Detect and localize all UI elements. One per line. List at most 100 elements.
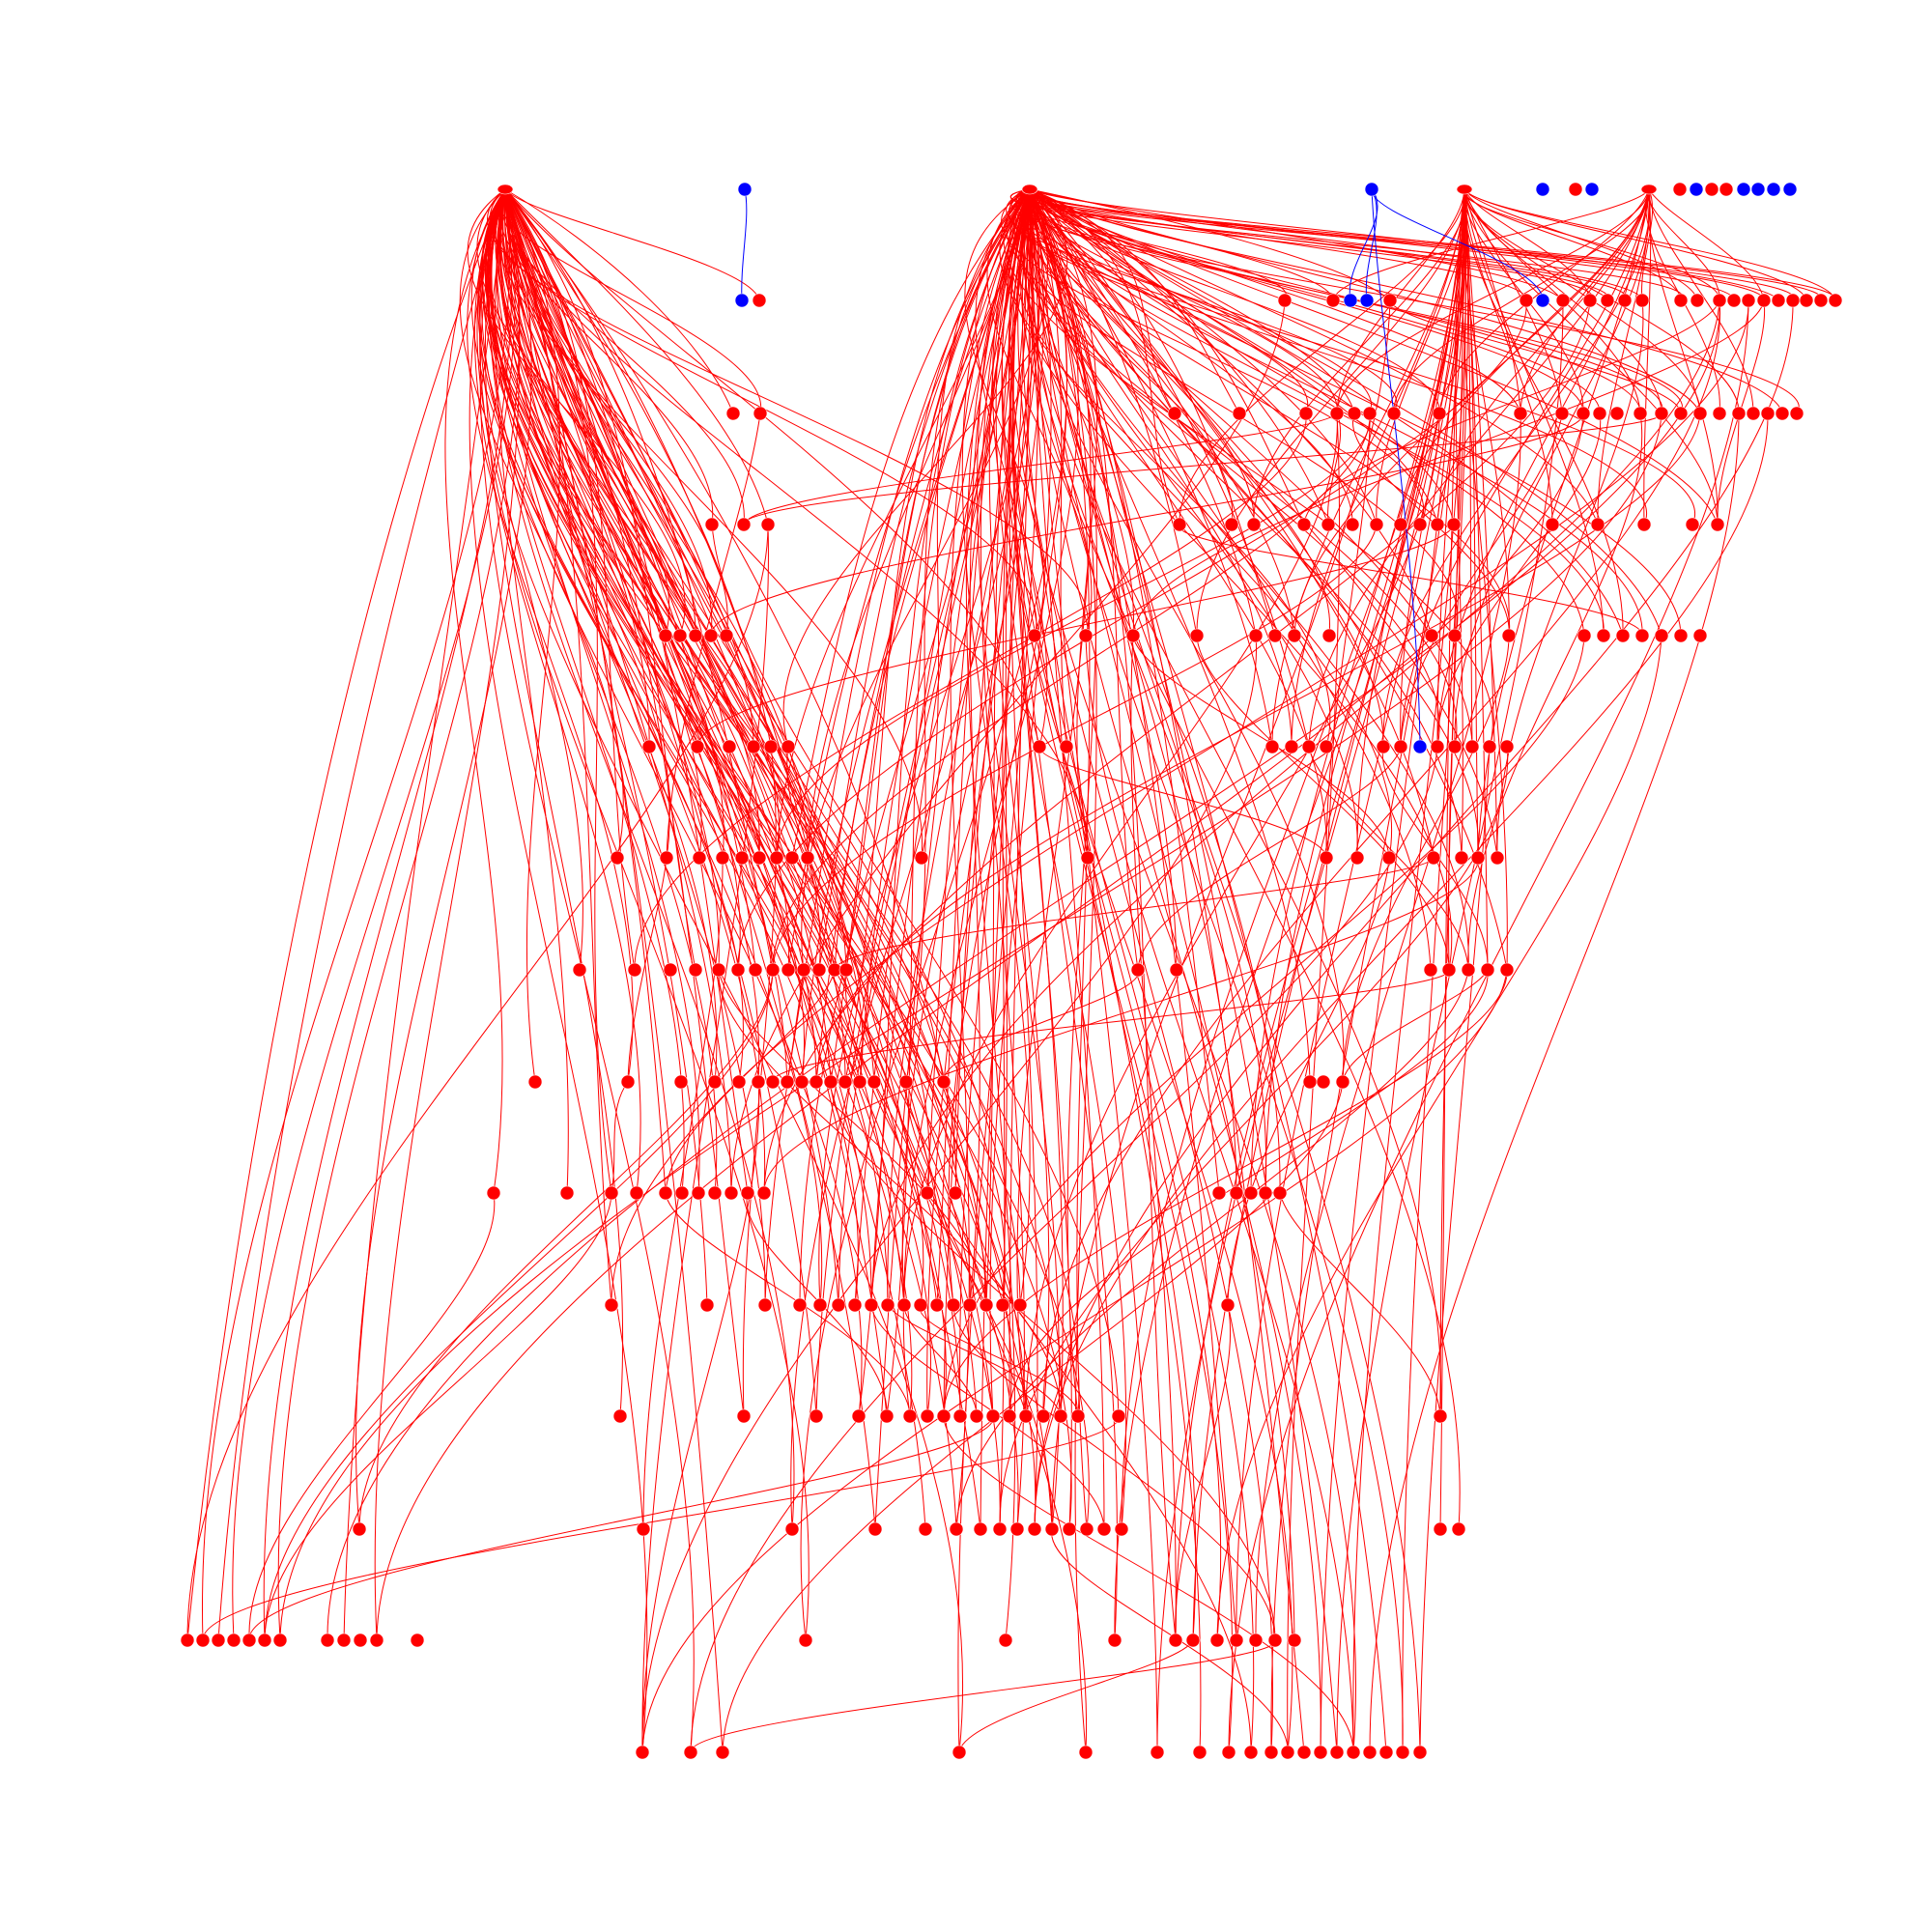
graph-node-red[interactable]: [1482, 739, 1497, 754]
graph-node-blue[interactable]: [1766, 182, 1781, 197]
graph-node-red[interactable]: [1813, 293, 1829, 308]
graph-node-red[interactable]: [1070, 1408, 1086, 1424]
graph-node-red[interactable]: [1329, 406, 1345, 421]
graph-node-red[interactable]: [1501, 628, 1517, 643]
graph-node-red[interactable]: [1319, 850, 1334, 866]
graph-node-red[interactable]: [1248, 628, 1264, 643]
graph-node-red[interactable]: [946, 1297, 961, 1313]
graph-node-red[interactable]: [1185, 1633, 1201, 1648]
graph-node-red[interactable]: [867, 1521, 883, 1537]
graph-node-red[interactable]: [929, 1297, 945, 1313]
graph-node-red[interactable]: [690, 739, 705, 754]
graph-node-red[interactable]: [1799, 293, 1814, 308]
graph-node-red[interactable]: [683, 1745, 698, 1760]
graph-node-red[interactable]: [757, 1297, 773, 1313]
graph-node-red[interactable]: [1224, 517, 1239, 532]
graph-node-red[interactable]: [796, 962, 811, 978]
graph-node-red[interactable]: [1243, 1745, 1259, 1760]
graph-node-red[interactable]: [226, 1633, 242, 1648]
graph-node-red[interactable]: [1018, 1408, 1034, 1424]
graph-node-red[interactable]: [1412, 1745, 1428, 1760]
graph-node-red[interactable]: [1209, 1633, 1225, 1648]
graph-node-red[interactable]: [936, 1408, 952, 1424]
graph-node-red[interactable]: [847, 1297, 863, 1313]
graph-node-blue[interactable]: [1535, 182, 1550, 197]
graph-node-red[interactable]: [740, 1185, 755, 1201]
graph-node-red[interactable]: [1264, 1745, 1279, 1760]
graph-node-red[interactable]: [612, 1408, 628, 1424]
graph-node-red[interactable]: [1555, 293, 1571, 308]
graph-node-red[interactable]: [659, 850, 674, 866]
graph-node-red[interactable]: [688, 628, 703, 643]
graph-node-red[interactable]: [1654, 406, 1669, 421]
graph-node-blue[interactable]: [1535, 293, 1550, 308]
graph-node-red[interactable]: [673, 1074, 689, 1090]
graph-node-red[interactable]: [1712, 406, 1727, 421]
graph-node-blue[interactable]: [1689, 182, 1704, 197]
graph-node-red[interactable]: [1125, 628, 1141, 643]
graph-node-red[interactable]: [864, 1297, 879, 1313]
graph-node-red[interactable]: [952, 1745, 967, 1760]
graph-node-red[interactable]: [658, 628, 673, 643]
graph-node-red[interactable]: [604, 1185, 619, 1201]
graph-node-red[interactable]: [699, 1297, 715, 1313]
graph-node-red[interactable]: [1192, 1745, 1208, 1760]
graph-node-red[interactable]: [736, 1408, 752, 1424]
graph-node-red[interactable]: [1470, 850, 1486, 866]
graph-node-red[interactable]: [1229, 1185, 1244, 1201]
graph-node-red[interactable]: [1301, 739, 1317, 754]
graph-node-red[interactable]: [635, 1745, 650, 1760]
graph-node-blue[interactable]: [1750, 182, 1766, 197]
graph-node-red[interactable]: [1002, 1408, 1017, 1424]
graph-node-red[interactable]: [1789, 406, 1804, 421]
graph-node-red[interactable]: [1053, 1408, 1068, 1424]
graph-node-red[interactable]: [1582, 293, 1598, 308]
graph-node-red[interactable]: [1731, 406, 1747, 421]
graph-node-red[interactable]: [1636, 517, 1652, 532]
graph-node-red[interactable]: [879, 1408, 895, 1424]
graph-node-red[interactable]: [1480, 962, 1495, 978]
graph-node-red[interactable]: [1592, 406, 1607, 421]
graph-node-red[interactable]: [1386, 406, 1402, 421]
graph-node-red[interactable]: [920, 1408, 935, 1424]
graph-node-red[interactable]: [1596, 628, 1611, 643]
graph-node-red[interactable]: [353, 1633, 368, 1648]
graph-node-red[interactable]: [658, 1185, 673, 1201]
graph-node-red[interactable]: [809, 1074, 824, 1090]
graph-node-red[interactable]: [1346, 1745, 1361, 1760]
graph-node-red[interactable]: [527, 1074, 543, 1090]
graph-node-red[interactable]: [1169, 962, 1184, 978]
graph-node-red[interactable]: [1513, 406, 1528, 421]
graph-node-red[interactable]: [1760, 406, 1776, 421]
graph-node-red[interactable]: [1012, 1297, 1028, 1313]
graph-node-red[interactable]: [784, 1521, 800, 1537]
graph-node-red[interactable]: [707, 1185, 723, 1201]
graph-node-red[interactable]: [753, 406, 768, 421]
graph-node-red[interactable]: [272, 1633, 288, 1648]
graph-node-red[interactable]: [1771, 293, 1786, 308]
graph-node-red[interactable]: [734, 850, 750, 866]
graph-node-blue[interactable]: [1736, 182, 1751, 197]
graph-node-red[interactable]: [752, 293, 767, 308]
graph-node-red[interactable]: [410, 1633, 425, 1648]
graph-node-red[interactable]: [1726, 293, 1742, 308]
graph-node-red[interactable]: [1243, 1185, 1259, 1201]
graph-node-red[interactable]: [1568, 182, 1583, 197]
graph-node-red[interactable]: [1062, 1521, 1077, 1537]
graph-node-red[interactable]: [1298, 406, 1314, 421]
graph-node-red[interactable]: [809, 1408, 824, 1424]
graph-node-red[interactable]: [1785, 293, 1801, 308]
graph-node-red[interactable]: [1150, 1745, 1165, 1760]
graph-node-red[interactable]: [751, 1074, 766, 1090]
graph-node-red[interactable]: [1545, 517, 1560, 532]
graph-node-red[interactable]: [1096, 1521, 1112, 1537]
graph-node-red[interactable]: [880, 1297, 895, 1313]
graph-node-red[interactable]: [913, 1297, 928, 1313]
graph-node-red[interactable]: [831, 1297, 846, 1313]
graph-node-red[interactable]: [1634, 628, 1650, 643]
graph-node-red[interactable]: [1189, 628, 1205, 643]
graph-node-red[interactable]: [572, 962, 587, 978]
graph-node-blue[interactable]: [1412, 739, 1428, 754]
graph-node-red[interactable]: [1350, 850, 1365, 866]
graph-node-red[interactable]: [1280, 1745, 1295, 1760]
